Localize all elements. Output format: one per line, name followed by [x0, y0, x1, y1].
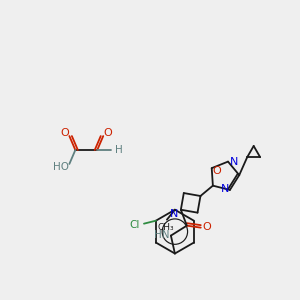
Text: CH₃: CH₃ [158, 223, 174, 232]
Text: O: O [202, 222, 211, 232]
Text: H: H [115, 145, 123, 155]
Text: O: O [60, 128, 69, 138]
Text: O: O [212, 166, 221, 176]
Text: Cl: Cl [130, 220, 140, 230]
Text: N: N [230, 157, 238, 166]
Text: N: N [170, 209, 178, 219]
Text: O: O [104, 128, 112, 138]
Text: HO: HO [53, 162, 69, 172]
Text: HN: HN [154, 230, 170, 240]
Text: N: N [221, 184, 229, 194]
